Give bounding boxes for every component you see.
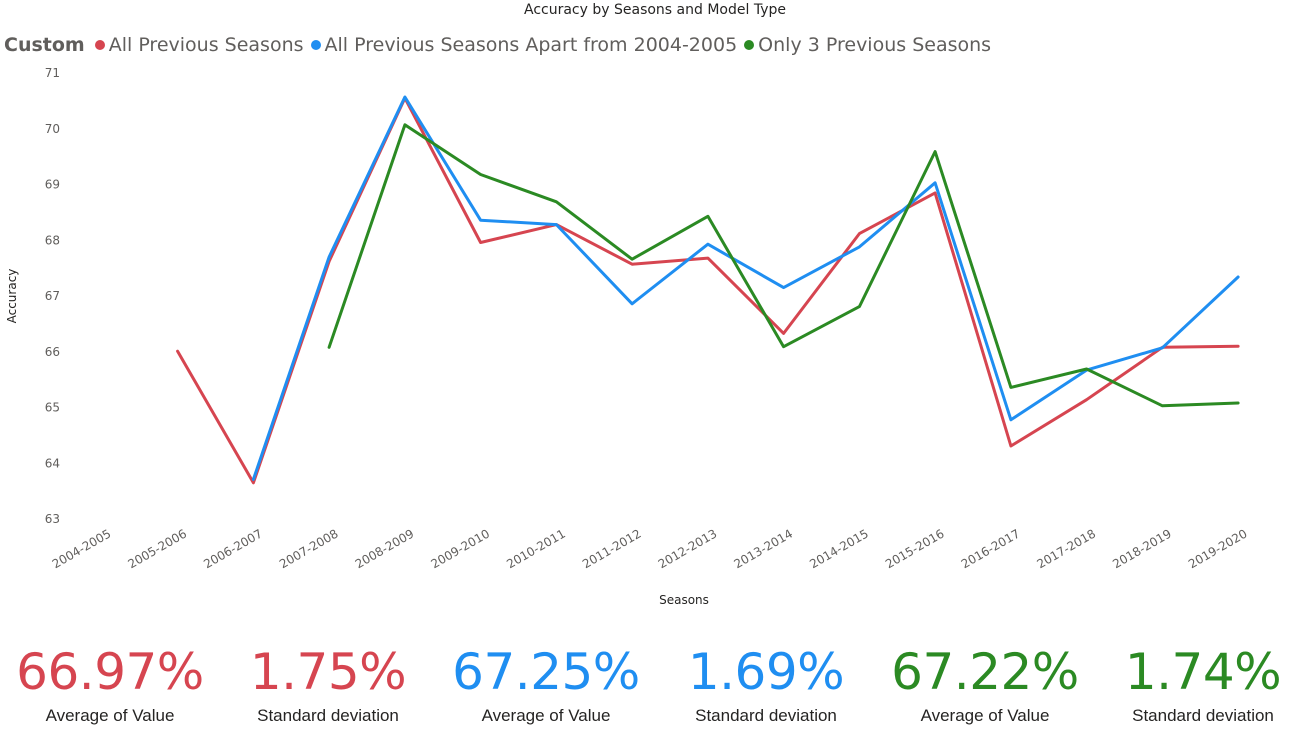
kpi-label: Average of Value [920,706,1050,725]
legend-item-all-previous[interactable]: All Previous Seasons [94,34,304,56]
x-axis-title: Seasons [659,593,709,607]
legend-dot-all-previous [94,40,105,50]
x-tick-label: 2011-2012 [580,526,644,571]
kpi-card-green-average: 67.22% Average of Value [875,640,1095,726]
kpi-value: 1.69% [687,643,845,701]
series-line-1 [176,96,1240,485]
kpi-value: 1.74% [1124,643,1282,701]
x-tick-label: 2015-2016 [883,526,947,571]
legend-dot-apart-2004 [310,40,321,50]
x-tick-label: 2013-2014 [731,526,795,571]
kpi-label: Average of Value [481,706,611,725]
y-tick-label: 71 [45,66,60,80]
legend-item-only-3[interactable]: Only 3 Previous Seasons [744,34,991,56]
x-tick-label: 2016-2017 [959,526,1023,571]
kpi-row: 66.97% Average of Value 1.75% Standard d… [0,640,1298,737]
x-tick-label: 2004-2005 [50,526,114,571]
y-tick-label: 64 [45,456,60,470]
chart-title: Accuracy by Seasons and Model Type [524,2,786,18]
kpi-value: 66.97% [16,643,204,701]
legend-dot-only-3 [744,40,755,50]
x-tick-label: 2009-2010 [428,526,492,571]
x-tick-label: 2007-2008 [277,526,341,571]
y-axis-title: Accuracy [5,269,19,324]
legend-label-only-3: Only 3 Previous Seasons [758,34,992,56]
kpi-label: Standard deviation [695,706,837,725]
kpi-label: Standard deviation [1132,706,1274,725]
x-tick-label: 2014-2015 [807,526,871,571]
kpi-label: Standard deviation [257,706,399,725]
x-tick-label: 2018-2019 [1110,526,1174,571]
series-line-3 [327,123,1240,408]
y-tick-label: 68 [45,233,60,247]
kpi-value: 67.22% [891,643,1079,701]
legend-item-apart-2004[interactable]: All Previous Seasons Apart from 2004-200… [310,34,738,56]
y-tick-label: 66 [45,345,60,359]
x-tick-label: 2012-2013 [656,526,720,571]
legend-label-all-previous: All Previous Seasons [108,34,304,56]
y-tick-label: 70 [45,122,60,136]
kpi-card-red-average: 66.97% Average of Value [0,640,220,726]
kpi-card-green-stddev: 1.74% Standard deviation [1093,640,1298,726]
kpi-value: 1.75% [249,643,407,701]
series-line-2 [251,95,1240,481]
kpi-card-red-stddev: 1.75% Standard deviation [218,640,438,726]
chart-legend: Custom All Previous Seasons All Previous… [4,33,998,57]
x-tick-label: 2017-2018 [1034,526,1098,571]
kpi-label: Average of Value [45,706,175,725]
x-tick-label: 2008-2009 [353,526,417,571]
y-tick-label: 67 [45,289,60,303]
legend-label-apart-2004: All Previous Seasons Apart from 2004-200… [324,34,738,56]
x-tick-label: 2005-2006 [125,526,189,571]
kpi-value: 67.25% [452,643,640,701]
x-tick-label: 2019-2020 [1186,526,1250,571]
y-tick-label: 65 [45,401,60,415]
y-tick-label: 69 [45,178,60,192]
x-tick-label: 2006-2007 [201,526,265,571]
legend-title: Custom [4,34,85,56]
x-tick-label: 2010-2011 [504,526,568,571]
kpi-card-blue-average: 67.25% Average of Value [436,640,656,726]
kpi-card-blue-stddev: 1.69% Standard deviation [656,640,876,726]
line-chart: 63 64 65 66 67 68 69 70 71 Accuracy 2004-2005 2005-… [5,66,1250,607]
y-tick-label: 63 [45,512,60,526]
